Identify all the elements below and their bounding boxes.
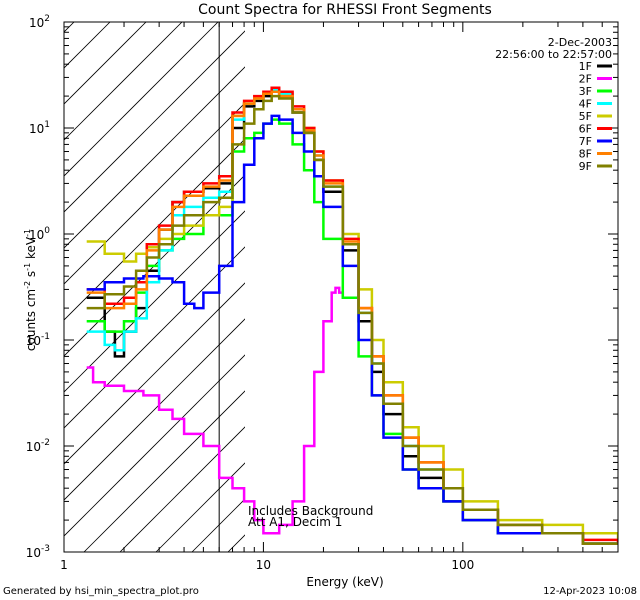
hatch-line: [155, 462, 245, 552]
hatch-line: [119, 426, 245, 552]
annotation-attenuator: Att A1, Decim 1: [248, 515, 342, 529]
hatch-line: [64, 318, 245, 501]
legend-label-8F: 8F: [579, 148, 592, 161]
hatch-line: [64, 66, 245, 249]
plot-frame: [63, 21, 619, 553]
tick-labels: 1 10 100 10-3 10-2 10-1 100 101 102: [26, 14, 475, 572]
series-line-7F: [86, 114, 618, 545]
series-layer: [86, 22, 618, 552]
legend-label-5F: 5F: [579, 110, 592, 123]
x-tick-label: 100: [451, 558, 474, 572]
attenuator-hatched-region: [64, 22, 245, 552]
hatch-line: [64, 22, 111, 69]
y-tick-label: 101: [29, 120, 50, 136]
date-label: 2-Dec-2003: [548, 36, 612, 49]
y-tick-label: 10-1: [26, 332, 50, 348]
footer-timestamp: 12-Apr-2023 10:08: [543, 586, 637, 597]
y-axis-label: counts cm-2 s-1 keV-1: [23, 229, 38, 351]
series-line-1F: [86, 90, 618, 545]
legend-label-6F: 6F: [579, 123, 592, 136]
y-tick-label: 10-2: [26, 438, 50, 454]
hatch-line: [64, 210, 245, 393]
y-tick-label: 102: [29, 14, 50, 30]
hatch-line: [64, 30, 245, 213]
hatch-line: [64, 22, 219, 177]
series-line-2F: [86, 286, 345, 535]
chart-title: Count Spectra for RHESSI Front Segments: [198, 2, 492, 18]
hatch-line: [83, 390, 245, 552]
legend-label-4F: 4F: [579, 98, 592, 111]
y-tick-label: 10-3: [26, 544, 50, 560]
legend-label-9F: 9F: [579, 160, 592, 173]
series-line-8F: [86, 90, 618, 545]
legend-label-3F: 3F: [579, 85, 592, 98]
series-line-5F: [86, 90, 618, 544]
series-line-9F: [86, 94, 618, 545]
annotation-background: Includes Background: [248, 504, 373, 518]
x-tick-label: 1: [60, 558, 68, 572]
hatch-line: [64, 22, 147, 105]
series-line-6F: [86, 86, 618, 544]
hatch-line: [64, 354, 245, 537]
legend-label-7F: 7F: [579, 135, 592, 148]
x-axis-label: Energy (keV): [306, 575, 383, 589]
footer-generated-by: Generated by hsi_min_spectra_plot.pro: [3, 586, 199, 597]
x-tick-label: 10: [256, 558, 271, 572]
y-tick-label: 100: [29, 226, 50, 242]
hatch-line: [64, 22, 183, 141]
hatch-line: [64, 282, 245, 465]
series-line-3F: [86, 118, 618, 545]
time-range-label: 22:56:00 to 22:57:00: [495, 48, 612, 61]
hatch-line: [64, 138, 245, 321]
hatch-line: [64, 102, 245, 285]
legend-label-1F: 1F: [579, 60, 592, 73]
series-line-4F: [86, 88, 618, 545]
legend-label-2F: 2F: [579, 73, 592, 86]
hatch-line: [64, 22, 75, 33]
axis-ticks: [63, 21, 619, 553]
